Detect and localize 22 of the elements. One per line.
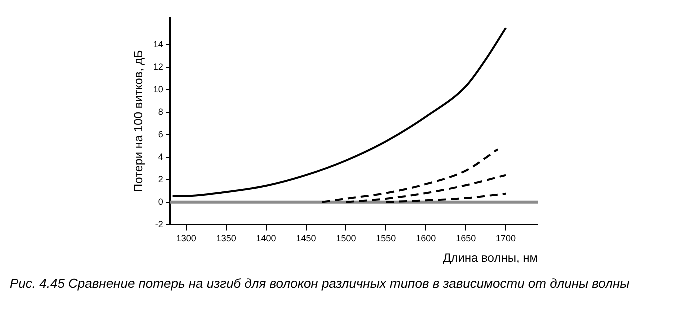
y-tick-label: 0	[158, 196, 164, 207]
y-tick-label: -2	[155, 219, 164, 230]
x-tick-label: 1350	[216, 234, 236, 244]
x-axis-title: Длина волны, нм	[443, 251, 538, 266]
x-tick-label: 1400	[256, 234, 276, 244]
y-tick-label: 8	[158, 106, 164, 117]
y-tick-label: 14	[153, 39, 164, 50]
y-axis-title: Потери на 100 витков, дБ	[132, 50, 146, 193]
x-tick-label: 1600	[416, 234, 436, 244]
x-tick-label: 1700	[496, 234, 516, 244]
line-series	[172, 27, 508, 198]
x-tick-label: 1550	[376, 234, 396, 244]
x-tick-label: 1300	[176, 234, 196, 244]
y-tick-label: 12	[153, 62, 164, 72]
x-tick-label: 1450	[296, 234, 316, 244]
y-tick-label: 4	[158, 152, 164, 162]
text: Рис. 4.45 Сравнение потерь на изгиб для волокон различных типов в зависимости от длины волны	[10, 276, 631, 291]
x-tick-label: 1500	[336, 234, 356, 244]
y-tick-label: 10	[153, 84, 164, 94]
x-tick-label: 1650	[456, 234, 476, 244]
y-tick-label: 2	[158, 174, 164, 184]
y-tick-label: 6	[158, 129, 164, 140]
